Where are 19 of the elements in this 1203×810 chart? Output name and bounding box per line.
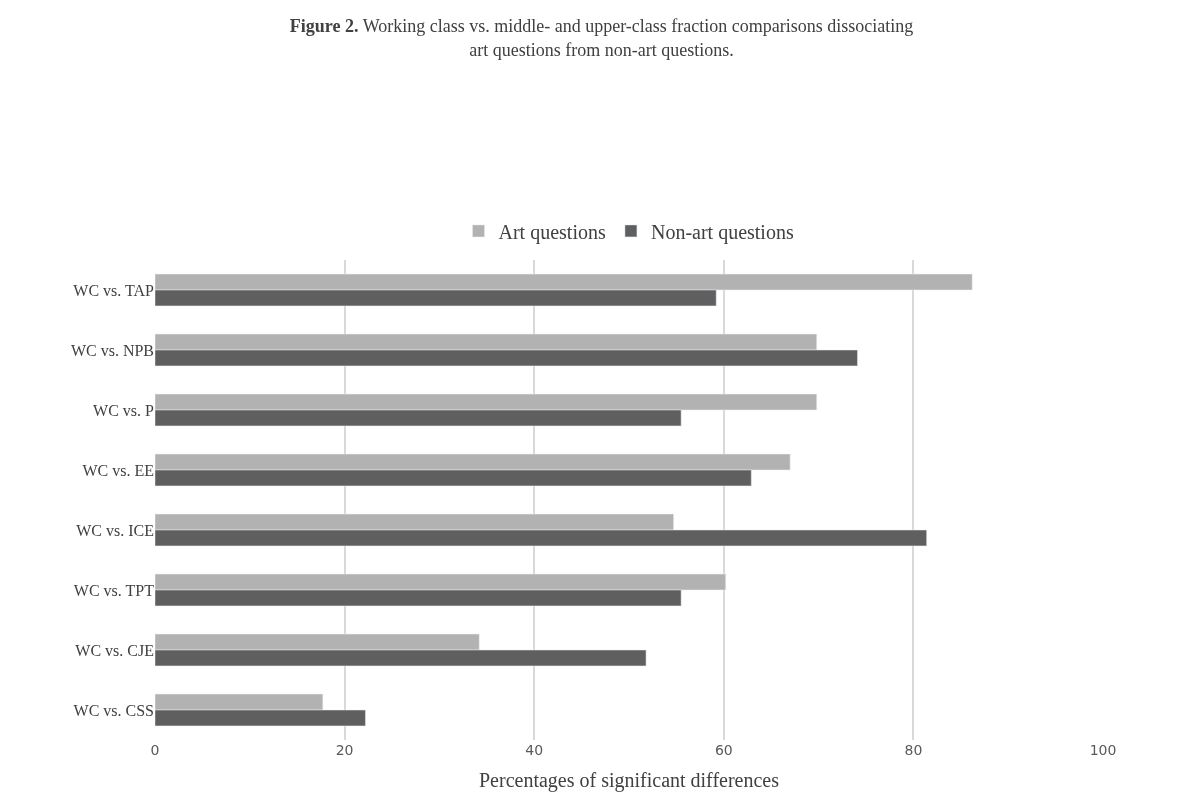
y-tick-label: WC vs. CSS — [73, 701, 154, 719]
y-tick-label: WC vs. CJE — [75, 641, 154, 659]
x-tick-label: 80 — [904, 742, 923, 758]
y-tick-label: WC vs. NPB — [70, 341, 154, 359]
y-tick-label: WC vs. P — [93, 401, 155, 419]
chart-title: Figure 2. — [289, 16, 359, 37]
x-axis-title: Percentages of significant differences — [478, 768, 780, 792]
y-tick-label: WC vs. ICE — [76, 521, 154, 539]
x-tick-label: 0 — [150, 742, 160, 758]
y-tick-label: WC vs. EE — [82, 461, 154, 479]
x-tick-label: 40 — [525, 742, 544, 758]
x-tick-label: 60 — [714, 742, 733, 758]
legend-label: Art questions — [498, 220, 606, 244]
y-tick-label: WC vs. TAP — [73, 281, 155, 299]
x-tick-label: 20 — [335, 742, 354, 758]
y-tick-label: WC vs. TPT — [73, 581, 155, 599]
legend-label: Non-art questions — [650, 220, 794, 244]
x-tick-label: 100 — [1089, 742, 1117, 758]
chart-subtitle: Working class vs. middle- and upper-class fraction comparisons dissociating art questions from non-art questions. — [362, 16, 914, 60]
